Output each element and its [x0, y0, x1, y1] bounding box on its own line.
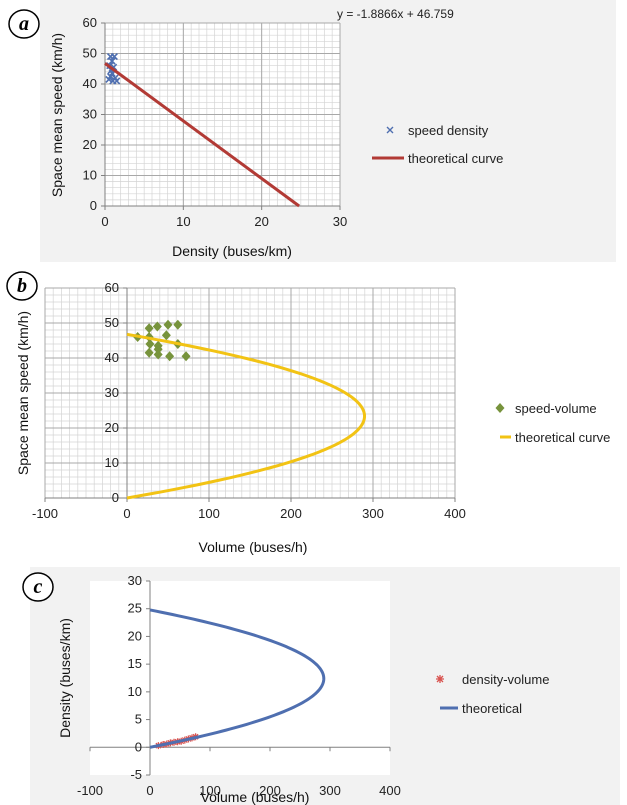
panel-label-badge — [8, 9, 40, 39]
x-tick-label: 100 — [199, 783, 221, 798]
scatter-point — [165, 351, 175, 362]
y-tick-label: 15 — [128, 656, 142, 671]
theoretical-line — [104, 62, 300, 208]
x-tick-label: 200 — [280, 506, 302, 521]
x-axis-label: Density (buses/km) — [172, 243, 292, 259]
scatter-point — [161, 330, 171, 341]
chart-a: 0 10 20 30 0 10 20 30 40 50 60 Density (buses/km) Sp… — [8, 7, 503, 259]
y-axis-label: Space mean speed (km/h) — [15, 311, 31, 475]
scatter-point — [145, 339, 155, 349]
scatter-point — [181, 351, 191, 362]
panel-label: a — [19, 13, 29, 35]
theoretical-curve — [126, 332, 367, 500]
panel-label: c — [34, 576, 43, 598]
panel-label-badge — [6, 271, 38, 301]
x-tick-label: 10 — [176, 214, 190, 229]
x-axis-label: Volume (buses/h) — [199, 539, 308, 555]
y-tick-label: 10 — [128, 684, 142, 699]
y-tick-label: 30 — [83, 107, 97, 122]
y-tick-label: 20 — [83, 137, 97, 152]
legend-swatch — [386, 126, 394, 134]
y-tick-label: 20 — [105, 420, 119, 435]
y-tick-label: 5 — [135, 712, 142, 727]
x-tick-label: 0 — [101, 214, 108, 229]
legend-swatch — [436, 675, 444, 683]
y-axis-label: Space mean speed (km/h) — [49, 33, 65, 197]
regression-equation: y = -1.8866x + 46.759 — [337, 7, 454, 21]
scatter-point — [113, 77, 121, 85]
y-tick-label: 60 — [105, 280, 119, 295]
scatter-point — [144, 323, 154, 334]
scatter-point — [105, 75, 113, 83]
x-tick-label: 0 — [123, 506, 130, 521]
legend-label: theoretical — [462, 701, 522, 716]
y-tick-label: 0 — [112, 490, 119, 505]
x-tick-label: -100 — [77, 783, 103, 798]
y-axis-label: Density (buses/km) — [57, 618, 73, 738]
y-tick-label: 40 — [105, 350, 119, 365]
x-tick-label: -100 — [32, 506, 58, 521]
theoretical-curve — [149, 608, 326, 749]
plot-area — [90, 581, 390, 775]
y-tick-label: 40 — [83, 76, 97, 91]
y-tick-label: 30 — [105, 385, 119, 400]
scatter-point — [163, 319, 173, 330]
y-tick-label: 0 — [135, 739, 142, 754]
scatter-point — [173, 319, 183, 330]
x-axis-label: Volume (buses/h) — [201, 789, 310, 805]
scatter-point — [144, 347, 154, 358]
panel-c: -100 0 100 200 300 400 -5 0 5 10 15 20 25 30 Volume (b… — [0, 567, 627, 805]
x-tick-label: 400 — [444, 506, 466, 521]
scatter-point — [110, 52, 118, 61]
legend-swatch — [495, 403, 505, 413]
chart-c: -100 0 100 200 300 400 -5 0 5 10 15 20 25 30 Volume (b… — [22, 572, 549, 805]
x-tick-label: 100 — [198, 506, 220, 521]
x-tick-label: 0 — [146, 783, 153, 798]
y-tick-label: -5 — [130, 767, 142, 782]
legend-label: theoretical curve — [408, 151, 503, 166]
scatter-point — [152, 321, 162, 332]
y-tick-label: 60 — [83, 15, 97, 30]
panel-label: b — [17, 275, 27, 297]
y-tick-label: 20 — [128, 628, 142, 643]
legend-label: speed-volume — [515, 401, 597, 416]
x-tick-label: 20 — [254, 214, 268, 229]
panel-label-badge — [22, 572, 54, 602]
y-tick-label: 50 — [83, 46, 97, 61]
x-tick-label: 300 — [362, 506, 384, 521]
y-tick-label: 25 — [128, 601, 142, 616]
legend-label: density-volume — [462, 672, 549, 687]
x-tick-label: 30 — [333, 214, 347, 229]
legend-label: theoretical curve — [515, 430, 610, 445]
x-tick-label: 200 — [259, 783, 281, 798]
panel-b: -100 0 100 200 300 400 0 10 20 30 40 50 60 Volume (bu… — [0, 268, 627, 558]
x-tick-label: 400 — [379, 783, 401, 798]
panel-a: 0 10 20 30 0 10 20 30 40 50 60 Density (buses/km) Sp… — [0, 0, 627, 262]
scatter-point — [108, 57, 116, 65]
legend-label: speed density — [408, 123, 489, 138]
y-tick-label: 10 — [83, 168, 97, 183]
y-tick-label: 50 — [105, 315, 119, 330]
y-tick-label: 10 — [105, 455, 119, 470]
y-tick-label: 0 — [90, 198, 97, 213]
scatter-point — [153, 344, 163, 355]
y-tick-label: 30 — [128, 573, 142, 588]
scatter-point — [153, 349, 163, 360]
x-tick-label: 300 — [319, 783, 341, 798]
chart-b: -100 0 100 200 300 400 0 10 20 30 40 50 60 Volume (bu… — [6, 271, 610, 555]
